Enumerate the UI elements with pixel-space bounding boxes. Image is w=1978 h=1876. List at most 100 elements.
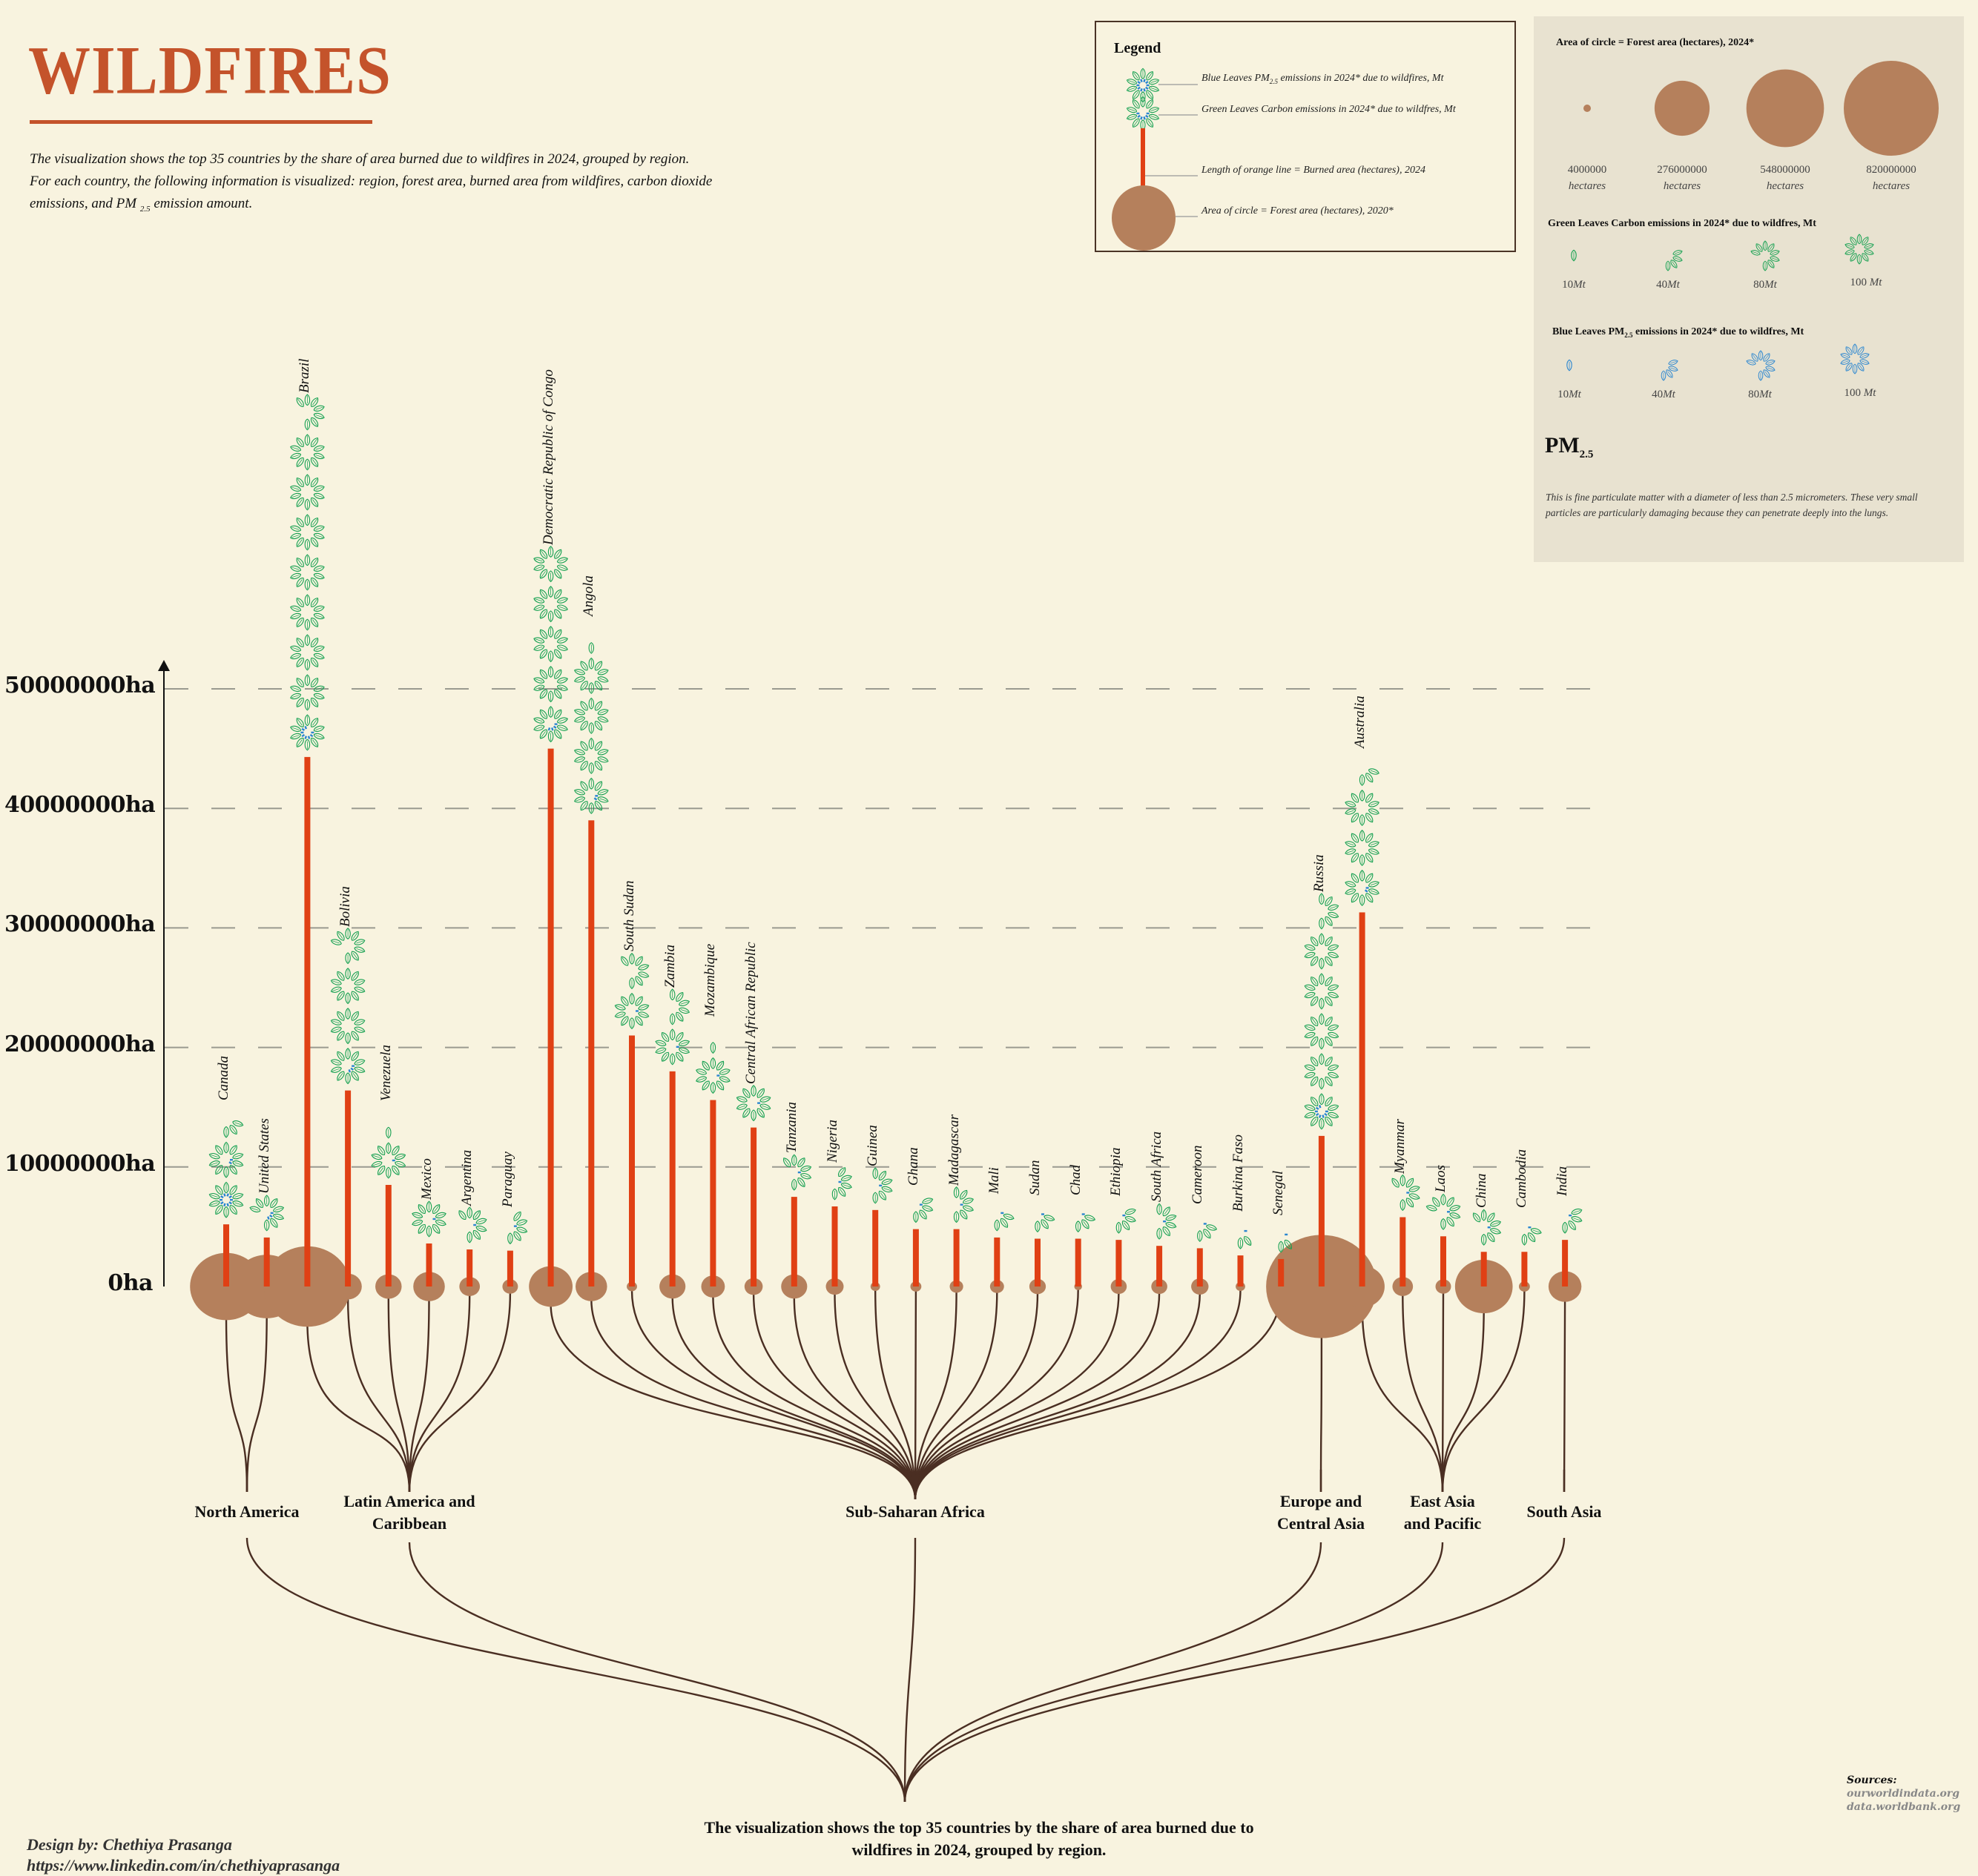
green-leaf-icon <box>953 1211 960 1223</box>
burn-line <box>1480 1252 1487 1287</box>
green-leaf-icon <box>588 722 595 734</box>
blue-leaf-icon <box>1137 114 1141 119</box>
leaf-icon <box>1672 248 1684 257</box>
green-leaf-icon <box>619 954 630 968</box>
y-tick-label: 50000000ha <box>4 673 156 698</box>
mt-unit: Mt <box>1663 389 1675 400</box>
green-leaf-icon <box>386 1166 392 1179</box>
leaf-icon <box>1848 235 1859 247</box>
source-link[interactable]: ourworldindata.org <box>1847 1788 1960 1800</box>
blue-leaf-icon <box>226 1193 229 1197</box>
burn-line <box>1237 1255 1244 1287</box>
leaf-icon <box>1860 251 1870 263</box>
burn-line <box>1318 1135 1325 1287</box>
leaf-icon <box>1766 258 1776 270</box>
country-label: China <box>1473 1173 1489 1209</box>
burn-line <box>1278 1258 1285 1287</box>
blue-leaf-icon <box>301 727 306 731</box>
green-leaf-icon <box>588 682 595 694</box>
leaf-icon <box>1844 361 1854 373</box>
green-leaf-icon <box>994 1219 1000 1232</box>
y-tick-label: 20000000ha <box>4 1031 156 1057</box>
region-label: Latin America and Caribbean <box>320 1490 498 1535</box>
green-leaf-icon <box>304 458 311 471</box>
green-leaf-icon <box>1562 1221 1568 1234</box>
leaf-flower-icon <box>913 1196 934 1223</box>
tree-branch <box>590 1299 917 1500</box>
tree-branch <box>712 1295 917 1500</box>
country-label: Central African Republic <box>743 941 759 1084</box>
burn-line <box>507 1250 513 1287</box>
country-label: Argentina <box>459 1149 475 1206</box>
leaf-flower-icon <box>1035 1213 1056 1232</box>
region-label: Europe and Central Asia <box>1232 1490 1410 1535</box>
y-axis-arrow-icon <box>158 660 170 671</box>
burn-line <box>629 1035 635 1287</box>
leaf-flower-icon <box>1319 893 1340 930</box>
blue-leaf-icon <box>1041 1213 1044 1215</box>
country-label: Senegal <box>1270 1170 1287 1215</box>
country-label: Russia <box>1311 854 1327 892</box>
mt-unit: Mt <box>1863 387 1876 399</box>
burn-line <box>1359 912 1365 1287</box>
blue-leaf-icon <box>228 1195 232 1199</box>
green-leaf-icon <box>223 1126 229 1138</box>
green-leaf-icon <box>588 697 595 710</box>
green-leaf-icon <box>1035 1221 1041 1232</box>
burn-line <box>751 1127 757 1287</box>
country-label: Angola <box>581 575 597 617</box>
leaf-flower-icon <box>533 586 569 622</box>
leaf-flower-icon <box>1278 1233 1294 1253</box>
green-leaf-icon <box>1197 1230 1203 1242</box>
mt-unit: Mt <box>1573 279 1586 291</box>
green-leaf-icon <box>1242 1235 1253 1247</box>
green-leaf-icon <box>1075 1221 1081 1232</box>
region-label: South Asia <box>1475 1501 1653 1523</box>
tree-branch <box>914 1292 957 1500</box>
credit-link[interactable]: https://www.linkedin.com/in/chethiyapras… <box>27 1856 340 1875</box>
leaf-icon <box>1571 249 1577 262</box>
legend-blue-post: emissions in 2024* due to wildfires, Mt <box>1278 73 1444 84</box>
intro-line-3-end: emission amount. <box>154 196 253 211</box>
emission-leaves <box>208 394 1583 1253</box>
burn-line <box>1115 1240 1122 1287</box>
green-leaf-icon <box>223 1206 229 1218</box>
blue-leaf-icon <box>223 1193 226 1197</box>
legend-blue-pre: Blue Leaves PM <box>1201 73 1270 84</box>
green-leaf-icon <box>386 1142 392 1155</box>
leaf-flower-icon <box>411 1200 447 1238</box>
country-label: Myanmar <box>1392 1118 1408 1174</box>
leaf-flower-icon <box>1237 1229 1253 1249</box>
blue-leaf-icon <box>1145 86 1149 90</box>
green-leaf-icon <box>953 1186 960 1198</box>
intro-text: The visualization shows the top 35 count… <box>30 148 875 220</box>
leaf-flower-icon <box>735 1085 772 1121</box>
green-leaf-icon <box>1278 1241 1284 1253</box>
blue-leaf-icon <box>1244 1229 1247 1232</box>
leaf-flower-icon <box>533 546 569 582</box>
green-leaf-icon <box>1471 1211 1483 1224</box>
region-label: East Asia and Pacific <box>1354 1490 1532 1535</box>
region-label-line: Latin America and <box>343 1492 475 1510</box>
circle-scale-label-3: 548000000 hectares <box>1733 162 1837 194</box>
leaf-flower-icon <box>533 666 569 702</box>
leaf-icon <box>1664 368 1675 380</box>
green-leaf-icon <box>457 1209 468 1221</box>
green-leaf-icon <box>669 1013 676 1025</box>
green-leaf-icon <box>1319 1093 1325 1106</box>
tree-branch <box>1319 1330 1323 1493</box>
source-link[interactable]: data.worldbank.org <box>1847 1801 1961 1813</box>
green-leaf-icon <box>1440 1218 1446 1230</box>
green-leaf-icon <box>791 1178 797 1191</box>
blue-leaf-icon <box>1285 1233 1288 1236</box>
green-leaf-icon <box>507 1232 513 1244</box>
green-leaf-icon <box>629 1017 635 1029</box>
blue-leaf-icon <box>228 1201 232 1205</box>
green-scale-label-2: 40Mt <box>1631 279 1705 291</box>
green-leaf-icon <box>588 657 595 670</box>
tree-branch <box>834 1293 917 1500</box>
green-leaf-icon <box>304 554 311 567</box>
green-leaf-icon <box>669 1028 676 1041</box>
green-leaf-icon <box>426 1225 432 1238</box>
country-label: Laos <box>1433 1165 1448 1193</box>
